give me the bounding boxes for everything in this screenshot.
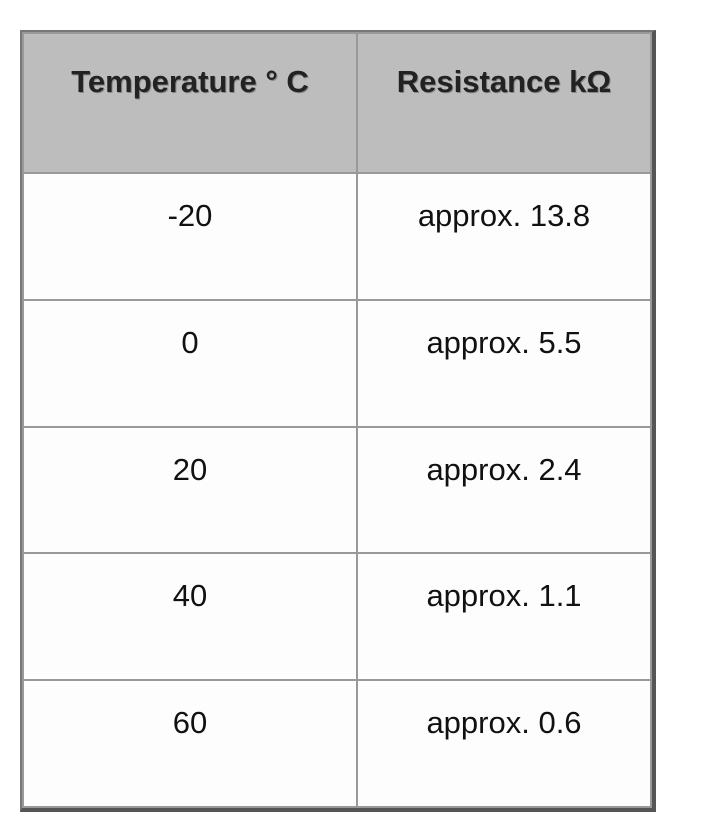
- table-row: 60 approx. 0.6: [22, 679, 652, 808]
- table-cell: approx. 2.4: [356, 425, 652, 555]
- table-cell: approx. 5.5: [356, 298, 652, 428]
- table-cell: approx. 1.1: [356, 552, 652, 682]
- header-cell: Resistance kΩ: [356, 32, 652, 174]
- table-header: Temperature ° C Resistance kΩ: [22, 32, 652, 174]
- header-row: Temperature ° C Resistance kΩ: [22, 32, 652, 174]
- header-cell: Temperature ° C: [22, 32, 358, 174]
- table-row: 40 approx. 1.1: [22, 552, 652, 682]
- table-row: 0 approx. 5.5: [22, 298, 652, 428]
- table-body: -20 approx. 13.8 0 approx. 5.5 20 approx. 2.4…: [22, 172, 652, 808]
- table-cell: -20: [22, 172, 358, 301]
- table-cell: approx. 0.6: [356, 679, 652, 808]
- table-cell: 40: [22, 552, 358, 682]
- resistance-table: Temperature ° C Resistance kΩ -20 approx. …: [22, 32, 652, 808]
- table-cell: 20: [22, 425, 358, 555]
- table-cell: 60: [22, 679, 358, 808]
- table-row: -20 approx. 13.8: [22, 172, 652, 301]
- table-cell: approx. 13.8: [356, 172, 652, 301]
- table-row: 20 approx. 2.4: [22, 425, 652, 555]
- table-frame: Temperature ° C Resistance kΩ -20 approx. …: [20, 30, 656, 812]
- table-cell: 0: [22, 298, 358, 428]
